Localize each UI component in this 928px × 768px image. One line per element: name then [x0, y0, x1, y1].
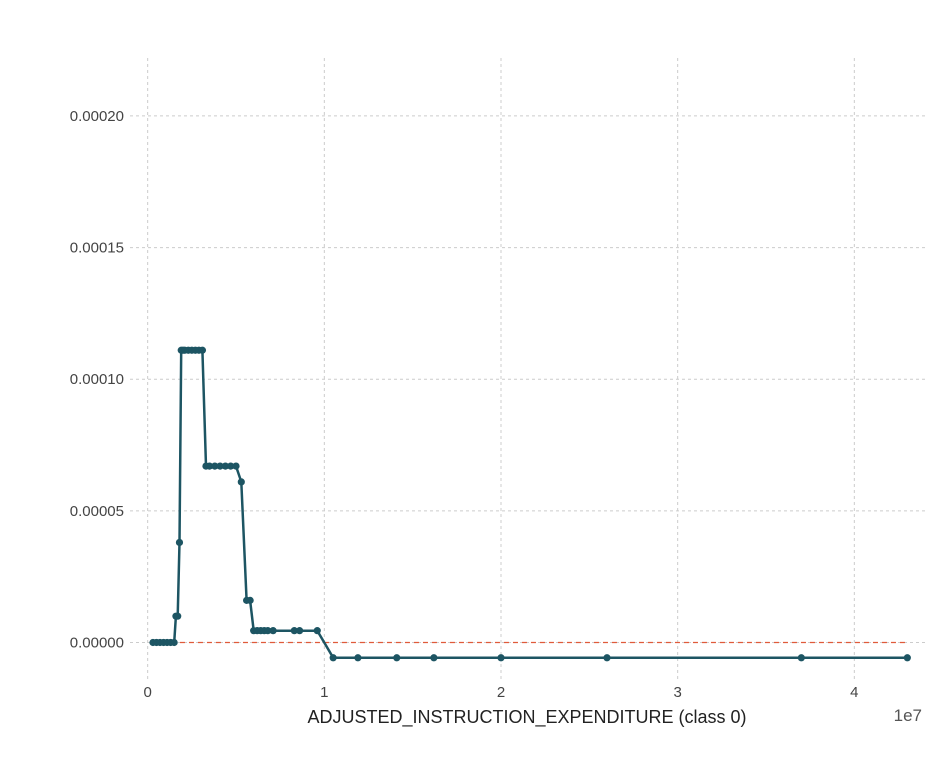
data-point	[237, 478, 245, 486]
series-group	[149, 346, 911, 662]
data-point	[603, 654, 611, 662]
series-line	[153, 349, 908, 660]
data-point	[903, 654, 911, 662]
data-point	[232, 462, 240, 470]
y-tick-label: 0.00010	[70, 371, 124, 388]
y-tick-label: 0.00005	[70, 503, 124, 520]
data-point	[170, 638, 178, 647]
data-point	[269, 627, 277, 635]
data-point	[797, 654, 805, 662]
x-tick-label: 4	[850, 684, 858, 701]
grid	[130, 58, 925, 682]
data-point	[264, 627, 272, 635]
x-axis-offset-label: 1e7	[894, 706, 922, 725]
data-point	[430, 654, 438, 662]
data-point	[246, 596, 254, 604]
data-point	[221, 462, 229, 470]
data-point	[329, 654, 337, 662]
data-point	[216, 462, 224, 470]
y-tick-labels: 0.00000 0.00005 0.00010 0.00015 0.00020	[70, 108, 124, 652]
data-point	[175, 538, 184, 547]
data-point	[205, 462, 214, 470]
y-tick-label: 0.00000	[70, 635, 124, 652]
data-point	[211, 462, 219, 470]
data-point	[313, 627, 321, 635]
data-point	[497, 654, 505, 662]
x-tick-label: 0	[143, 684, 151, 701]
data-point	[290, 627, 298, 635]
x-tick-labels: 0 1 2 3 4	[143, 684, 858, 701]
data-point	[296, 627, 304, 635]
y-tick-label: 0.00020	[70, 108, 124, 125]
y-tick-label: 0.00015	[70, 240, 124, 257]
data-point	[198, 346, 207, 354]
x-tick-label: 1	[320, 684, 328, 701]
data-point	[393, 654, 401, 662]
data-point	[354, 654, 362, 662]
x-axis-title: ADJUSTED_INSTRUCTION_EXPENDITURE (class …	[307, 707, 746, 728]
data-point	[174, 612, 182, 620]
x-tick-label: 2	[497, 684, 505, 701]
data-point	[227, 462, 235, 470]
x-tick-label: 3	[673, 684, 681, 701]
